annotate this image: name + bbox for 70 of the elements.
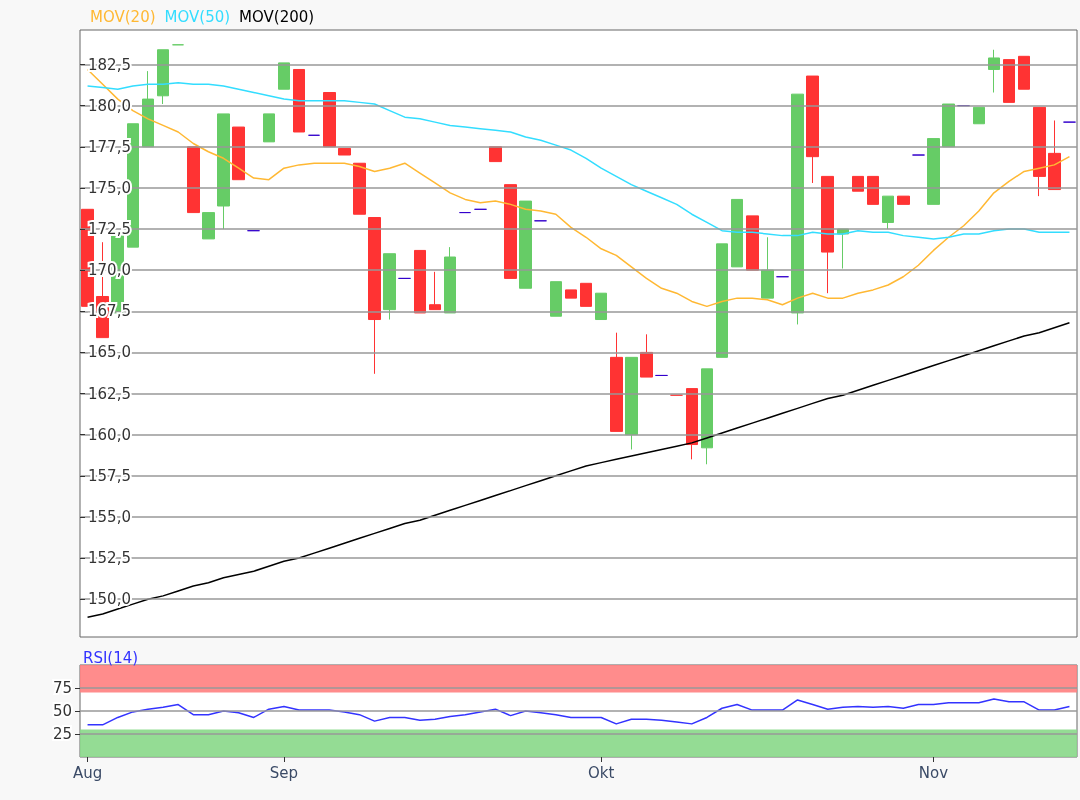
y-tick-label: 180,0 <box>88 96 131 115</box>
candlestick <box>338 147 351 156</box>
y-tick-label: 157,5 <box>88 466 131 485</box>
candlestick <box>595 292 607 321</box>
y-tick-label: 50 <box>52 702 72 720</box>
x-tick-label: Okt <box>587 763 615 782</box>
candlestick <box>1033 106 1046 197</box>
candlestick <box>565 289 577 299</box>
candlestick <box>746 215 759 271</box>
candlestick <box>686 388 698 460</box>
line-series <box>86 698 1071 726</box>
y-tick-label: 182,5 <box>88 55 131 74</box>
text: MOV(50) <box>164 7 231 26</box>
candlestick <box>202 212 215 240</box>
x-tick-label: Sep <box>269 763 299 782</box>
candlestick <box>973 106 985 125</box>
candlestick <box>217 113 230 230</box>
y-tick-label: 155,0 <box>88 507 131 526</box>
candlestick <box>293 68 305 133</box>
candlestick <box>504 184 517 279</box>
candlestick <box>927 138 940 205</box>
chart-title: RSI(14) <box>83 648 139 667</box>
candlestick <box>806 75 819 184</box>
candlestick <box>1048 119 1061 191</box>
candlestick <box>716 243 728 358</box>
candlestick <box>383 253 396 321</box>
candlestick <box>550 281 562 317</box>
candlestick <box>157 49 169 105</box>
candlestick <box>368 217 381 375</box>
candlestick <box>882 195 894 230</box>
candlestick <box>791 93 804 325</box>
y-tick-label: 162,5 <box>88 384 131 403</box>
candlestick <box>353 162 366 215</box>
y-tick-label: 165,0 <box>88 343 131 362</box>
candlestick <box>867 175 879 205</box>
line-series <box>86 81 1071 240</box>
candlestick <box>821 175 834 294</box>
candlestick <box>414 249 426 314</box>
candlestick <box>323 92 336 148</box>
candlestick <box>897 195 910 205</box>
candlestick <box>580 282 592 307</box>
candlestick <box>625 356 638 450</box>
candlestick <box>1018 55 1030 90</box>
candlestick <box>232 126 245 181</box>
candlestick <box>731 198 743 268</box>
y-tick-label: 160,0 <box>88 425 131 444</box>
candlestick <box>444 246 456 314</box>
candlestick <box>640 333 653 378</box>
candlestick <box>278 62 290 90</box>
candlestick <box>942 103 955 148</box>
y-tick-label: 150,0 <box>88 590 131 609</box>
candlestick <box>519 200 532 289</box>
candlestick <box>988 49 1000 94</box>
candlestick <box>429 271 441 311</box>
candlestick <box>701 368 713 465</box>
line-series <box>86 322 1071 619</box>
text: MOV(200) <box>239 7 315 26</box>
x-tick-label: Nov <box>918 763 949 782</box>
x-tick-label: Aug <box>72 763 103 782</box>
y-tick-label: 25 <box>52 725 72 743</box>
candlestick <box>142 70 154 148</box>
text: MOV(20) <box>90 7 156 26</box>
y-tick-label: 75 <box>52 679 72 697</box>
y-tick-label: 167,5 <box>88 302 131 321</box>
candlestick <box>263 113 275 143</box>
y-tick-label: 152,5 <box>88 549 131 568</box>
candlestick <box>610 332 623 432</box>
candlestick <box>1003 59 1015 103</box>
candlestick <box>761 236 774 299</box>
candlestick <box>187 146 200 214</box>
